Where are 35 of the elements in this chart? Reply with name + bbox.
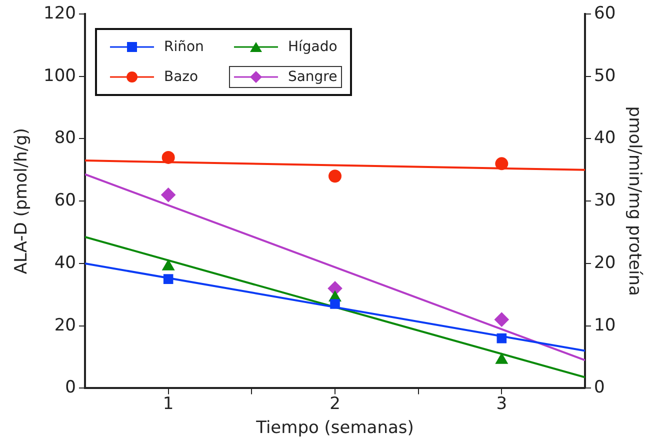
x-tick-label: 2 bbox=[330, 394, 340, 414]
y2-axis-title: pmol/min/mg proteína bbox=[624, 106, 644, 296]
y2-tick-label: 0 bbox=[594, 378, 605, 398]
legend-label: Sangre bbox=[288, 69, 338, 85]
point bbox=[163, 274, 174, 284]
legend-label: Riñon bbox=[164, 39, 204, 55]
y2-tick-label: 40 bbox=[594, 128, 616, 148]
y-tick-label: 100 bbox=[44, 66, 76, 86]
y-tick-label: 120 bbox=[44, 3, 76, 24]
x-tick-label: 1 bbox=[162, 394, 174, 414]
y2-tick-label: 30 bbox=[594, 190, 616, 211]
point bbox=[328, 170, 342, 183]
point bbox=[162, 150, 175, 164]
x-axis-title: Tiempo (semanas) bbox=[255, 418, 414, 438]
y-tick-label: 80 bbox=[54, 128, 76, 148]
point bbox=[496, 354, 508, 364]
point bbox=[328, 281, 342, 296]
x-tick-label: 3 bbox=[496, 394, 508, 414]
y-axis-title: ALA-D (pmol/h/g) bbox=[12, 128, 32, 274]
legend-label: Hígado bbox=[288, 39, 338, 55]
point bbox=[494, 312, 509, 327]
y-tick-label: 60 bbox=[54, 190, 76, 211]
legend-label: Bazo bbox=[164, 69, 198, 85]
y2-tick-label: 20 bbox=[594, 252, 616, 273]
point bbox=[161, 188, 176, 202]
point bbox=[162, 260, 174, 270]
y-tick-label: 0 bbox=[65, 378, 76, 398]
y-tick-label: 40 bbox=[54, 252, 76, 273]
y2-tick-label: 50 bbox=[594, 66, 616, 86]
y2-tick-label: 60 bbox=[594, 3, 616, 24]
point bbox=[330, 299, 340, 309]
y2-tick-label: 10 bbox=[594, 315, 616, 336]
y-tick-label: 20 bbox=[54, 315, 76, 336]
point bbox=[496, 333, 507, 344]
point bbox=[495, 157, 508, 170]
